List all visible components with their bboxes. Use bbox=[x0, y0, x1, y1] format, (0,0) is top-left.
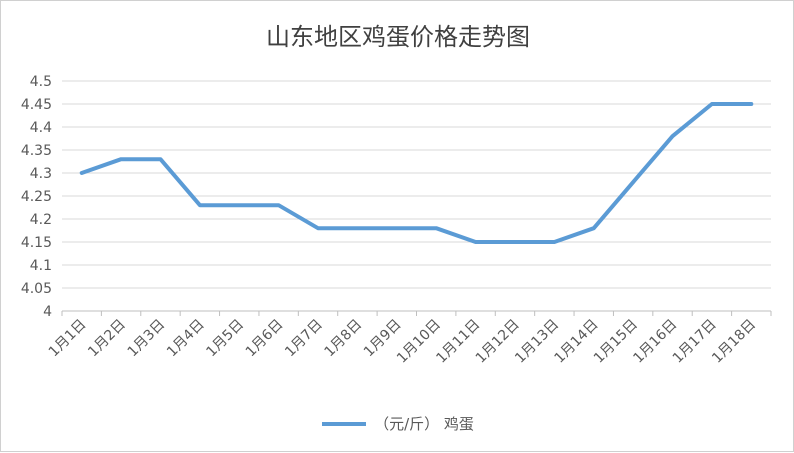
y-tick-label: 4.2 bbox=[30, 212, 52, 228]
chart-legend: （元/斤） 鸡蛋 bbox=[1, 413, 794, 434]
legend-swatch bbox=[322, 422, 366, 426]
y-tick-label: 4.35 bbox=[21, 143, 52, 159]
y-tick-label: 4.3 bbox=[30, 166, 52, 182]
x-tick-label: 1月1日 bbox=[46, 317, 90, 361]
legend-label: （元/斤） 鸡蛋 bbox=[374, 415, 474, 433]
x-tick-label: 1月18日 bbox=[709, 317, 759, 367]
x-tick-label: 1月3日 bbox=[125, 317, 169, 361]
x-tick-label: 1月6日 bbox=[243, 317, 287, 361]
y-tick-label: 4.15 bbox=[21, 235, 52, 251]
x-tick-label: 1月5日 bbox=[203, 317, 247, 361]
y-tick-label: 4.5 bbox=[30, 74, 52, 90]
y-tick-label: 4.25 bbox=[21, 189, 52, 205]
x-tick-label: 1月7日 bbox=[282, 317, 326, 361]
y-tick-label: 4.45 bbox=[21, 97, 52, 113]
y-tick-label: 4 bbox=[43, 304, 52, 320]
x-tick-label: 1月2日 bbox=[85, 317, 129, 361]
x-tick-label: 1月8日 bbox=[322, 317, 366, 361]
x-tick-label: 1月4日 bbox=[164, 317, 208, 361]
y-tick-label: 4.1 bbox=[30, 258, 52, 274]
y-tick-label: 4.4 bbox=[30, 120, 52, 136]
y-tick-label: 4.05 bbox=[21, 281, 52, 297]
